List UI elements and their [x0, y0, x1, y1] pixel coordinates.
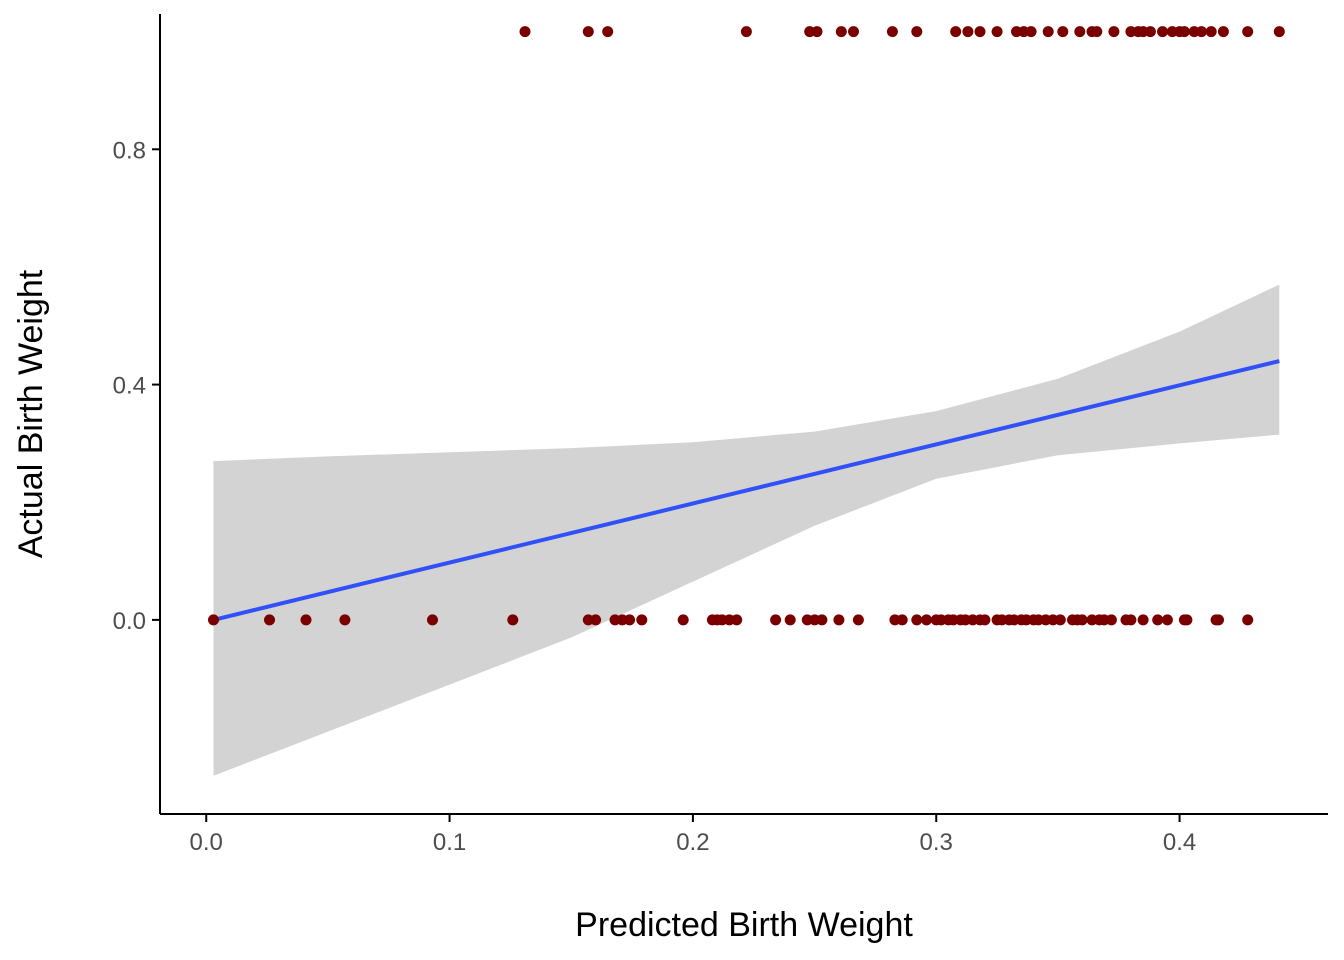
fit-line	[213, 359, 1280, 622]
data-point	[1157, 26, 1168, 38]
data-point	[1125, 614, 1137, 626]
data-point	[1105, 614, 1117, 626]
data-point	[950, 26, 962, 38]
data-point	[991, 26, 1003, 38]
data-point	[1091, 26, 1103, 38]
data-point	[784, 614, 796, 626]
data-point	[886, 26, 898, 38]
data-point	[852, 614, 864, 626]
x-tick-label: 0.0	[190, 829, 223, 856]
data-point	[848, 26, 859, 38]
confidence-band	[213, 284, 1280, 776]
data-point	[1178, 26, 1190, 38]
data-point	[833, 614, 845, 626]
data-point	[582, 26, 594, 38]
data-point	[1025, 26, 1037, 38]
data-point	[1205, 26, 1217, 38]
data-point	[816, 614, 828, 626]
data-point	[427, 614, 438, 626]
data-point	[1242, 26, 1254, 38]
y-axis-title: Actual Birth Weight	[12, 269, 50, 558]
data-point	[1217, 26, 1229, 38]
data-point	[1273, 26, 1285, 38]
x-tick-label: 0.2	[676, 829, 709, 856]
data-point	[624, 614, 636, 626]
data-point	[264, 614, 275, 626]
data-point	[1074, 26, 1086, 38]
data-point	[1057, 26, 1069, 38]
data-point	[1144, 26, 1156, 38]
data-point	[1152, 614, 1164, 626]
fit-line-layer	[213, 359, 1280, 622]
data-point	[911, 614, 923, 626]
data-point	[339, 614, 351, 626]
data-point	[208, 614, 219, 626]
data-point	[1242, 614, 1254, 626]
x-tick-label: 0.3	[920, 829, 953, 856]
data-point	[731, 614, 743, 626]
data-point	[1196, 26, 1207, 38]
confidence-band-layer	[213, 284, 1280, 776]
y-tick-label: 0.8	[113, 137, 146, 164]
data-point	[896, 614, 908, 626]
data-point	[974, 26, 986, 38]
data-point	[677, 614, 689, 626]
data-point	[921, 614, 932, 626]
data-point	[1054, 614, 1066, 626]
x-tick-label: 0.1	[433, 829, 466, 856]
data-point	[835, 26, 847, 38]
x-tick-label: 0.4	[1163, 829, 1196, 856]
data-point	[1108, 26, 1120, 38]
y-tick-label: 0.4	[113, 373, 146, 400]
data-point	[590, 614, 602, 626]
data-point	[979, 614, 991, 626]
axes-layer	[159, 14, 1328, 815]
data-point	[636, 614, 648, 626]
data-point	[507, 614, 519, 626]
data-point	[1042, 26, 1054, 38]
ticks-layer: 0.0 0.1 0.2 0.3 0.4 0.0 0.4 0.8	[113, 137, 1197, 856]
data-point	[740, 26, 752, 38]
data-point	[519, 26, 531, 38]
data-point	[1076, 614, 1088, 626]
data-point	[1181, 614, 1193, 626]
data-point	[1161, 614, 1173, 626]
data-points-layer	[208, 26, 1285, 626]
data-point	[911, 26, 923, 38]
data-point	[1137, 614, 1149, 626]
data-point	[300, 614, 312, 626]
data-point	[962, 26, 974, 38]
x-axis-title: Predicted Birth Weight	[575, 906, 913, 944]
data-point	[811, 26, 823, 38]
data-point	[1213, 614, 1224, 626]
data-point	[602, 26, 614, 38]
y-tick-label: 0.0	[113, 608, 146, 635]
data-point	[770, 614, 782, 626]
